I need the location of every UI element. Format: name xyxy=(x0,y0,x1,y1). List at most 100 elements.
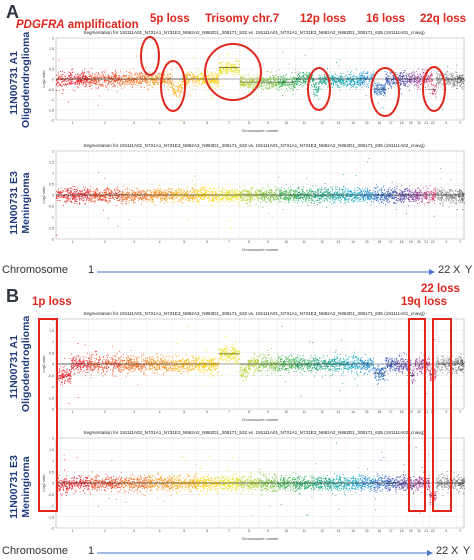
chromosome-tick-label: 4 xyxy=(159,240,161,244)
chromosome-points-9 xyxy=(258,468,279,507)
chromosome-points-8 xyxy=(239,185,260,207)
chromosome-tick-label: 3 xyxy=(133,529,135,533)
chromosome-tick-label: 7 xyxy=(228,121,230,125)
annotation-pdgfra-amplification: PDGFRA amplification xyxy=(16,19,139,31)
chromosome-tick-label: 8 xyxy=(248,410,250,414)
chromosome-tick-label: 13 xyxy=(337,240,341,244)
chromosome-tick-label: 5 xyxy=(183,410,185,414)
chromosome-tick-label: 20 xyxy=(417,121,421,125)
chromosome-points-17 xyxy=(385,475,397,494)
y-tick-label: -1 xyxy=(51,504,54,508)
chromosome-tick-label: 21 xyxy=(424,240,428,244)
chromosome-tick-label: Y xyxy=(459,529,462,533)
chromosome-points-15 xyxy=(360,158,375,206)
panel-a-letter: A xyxy=(6,2,19,22)
y-tick-label: -0.5 xyxy=(48,88,54,92)
chromosome-tick-label: 21 xyxy=(424,121,428,125)
chromosome-points-6 xyxy=(196,186,220,225)
x-axis-label: Chromosome number xyxy=(242,418,279,422)
chromosome-tick-label: 7 xyxy=(228,529,230,533)
chromosome-points-2 xyxy=(88,172,122,227)
plot-a2: Segmentation for 191111A02_N731A1_N731E3… xyxy=(40,143,468,253)
chromosome-points-20 xyxy=(414,447,424,514)
chromosome-tick-label: 15 xyxy=(365,121,369,125)
chromosome-points-1 xyxy=(56,59,90,103)
chromosome-points-4 xyxy=(147,353,173,375)
chromosome-tick-label: 8 xyxy=(248,121,250,125)
chromosome-tick-label: 17 xyxy=(389,240,393,244)
y-tick-label: -1.5 xyxy=(48,227,54,231)
chromosome-tick-label: 21 xyxy=(424,410,428,414)
chromosome-tick-label: 8 xyxy=(248,240,250,244)
y-tick-label: 1 xyxy=(52,340,54,344)
plot-a1-title: Segmentation for 191111A01_N731A1_N731E3… xyxy=(83,30,425,35)
y-tick-label: -1.5 xyxy=(48,108,54,112)
chromosome-tick-label: 15 xyxy=(365,240,369,244)
chromosome-tick-label: 15 xyxy=(365,410,369,414)
annotation-5p-loss: 5p loss xyxy=(150,13,190,25)
chromosome-points-11 xyxy=(295,177,314,207)
chromosome-tick-label: 21 xyxy=(424,529,428,533)
chromosome-tick-label: 10 xyxy=(285,410,289,414)
chromosome-row-a-arrow xyxy=(97,269,435,275)
chromosome-tick-label: 7 xyxy=(228,410,230,414)
y-tick-label: -2 xyxy=(51,119,54,123)
chromosome-tick-label: 6 xyxy=(206,121,208,125)
y-tick-label: -0.5 xyxy=(48,374,54,378)
chromosome-tick-label: 2 xyxy=(104,529,106,533)
y-tick-label: -0.5 xyxy=(48,205,54,209)
plot-a1-side-label: 11N00731 A1 Oligodendroglioma xyxy=(8,32,32,128)
chromosome-points-14 xyxy=(345,69,361,90)
chromosome-points-5 xyxy=(172,456,197,494)
chromosome-tick-label: 12 xyxy=(320,121,324,125)
chromosome-tick-label: 13 xyxy=(337,529,341,533)
y-tick-label: 0.5 xyxy=(49,351,54,355)
plot-a1-sample-id: 11N00731 A1 xyxy=(8,51,20,115)
chromosome-tick-label: Y xyxy=(459,121,462,125)
y-tick-label: -1 xyxy=(51,98,54,102)
annotation-19q-loss: 19q loss xyxy=(401,296,448,308)
y-tick-label: -1 xyxy=(51,216,54,220)
chromosome-row-b-arrow xyxy=(97,550,433,556)
y-tick-label: -1.5 xyxy=(48,515,54,519)
chromosome-tick-label: 12 xyxy=(320,240,324,244)
panel-b-letter: B xyxy=(6,286,19,306)
chromosome-row-a-start: 1 xyxy=(88,264,95,276)
chromosome-tick-label: 7 xyxy=(228,240,230,244)
plot-b1-svg: 2 1.5 1 0.5 0 -0.5 -1 -1.5 -2 Log2 ratio 1 2 3 4 5 6 7 8 9… xyxy=(42,318,465,422)
chromosome-tick-label: 19 xyxy=(409,121,413,125)
chromosome-points-22 xyxy=(429,185,437,217)
annotation-22q-loss: 22q loss xyxy=(420,13,467,25)
chromosome-tick-label: 19 xyxy=(409,529,413,533)
chromosome-tick-label: 3 xyxy=(133,240,135,244)
chromosome-tick-label: 16 xyxy=(378,240,382,244)
chromosome-row-b-end-y: Y xyxy=(463,545,471,557)
plot-b1-title: Segmentation for 191111A01_N731A1_N731E3… xyxy=(83,311,425,316)
chromosome-tick-label: 14 xyxy=(351,410,355,414)
chromosome-tick-label: 11 xyxy=(303,121,307,125)
chromosome-points-18 xyxy=(396,185,408,214)
y-axis-label: Log2 ratio xyxy=(42,356,46,373)
plot-b2-side-label: 11N00731 E3 Meningioma xyxy=(8,442,32,532)
chromosome-points-15 xyxy=(360,354,375,376)
annotation-22-loss: 22 loss xyxy=(421,283,460,295)
chromosome-tick-label: 22 xyxy=(431,121,435,125)
chromosome-row-a-end-x: X xyxy=(453,264,461,276)
chromosome-tick-label: 1 xyxy=(72,240,74,244)
annotation-12p-loss: 12p loss xyxy=(300,13,347,25)
y-tick-label: 0 xyxy=(52,78,54,82)
chromosome-points-6 xyxy=(196,350,220,386)
chromosome-tick-label: 10 xyxy=(285,121,289,125)
plot-b2: Segmentation for 191111A02_N731A1_N731E3… xyxy=(40,430,468,542)
y-tick-label: -2 xyxy=(51,238,54,242)
plot-a2-tumor-type: Meningioma xyxy=(20,172,32,234)
y-tick-label: 0 xyxy=(52,482,54,486)
plot-b2-tumor-type: Meningioma xyxy=(20,456,32,518)
chromosome-points-Y xyxy=(456,64,465,90)
y-tick-label: -2 xyxy=(51,527,54,531)
chromosome-tick-label: 15 xyxy=(365,529,369,533)
chromosome-row-a-end-y: Y xyxy=(465,264,473,276)
chromosome-tick-label: 17 xyxy=(389,410,393,414)
y-axis-label: Log2 ratio xyxy=(42,475,46,492)
